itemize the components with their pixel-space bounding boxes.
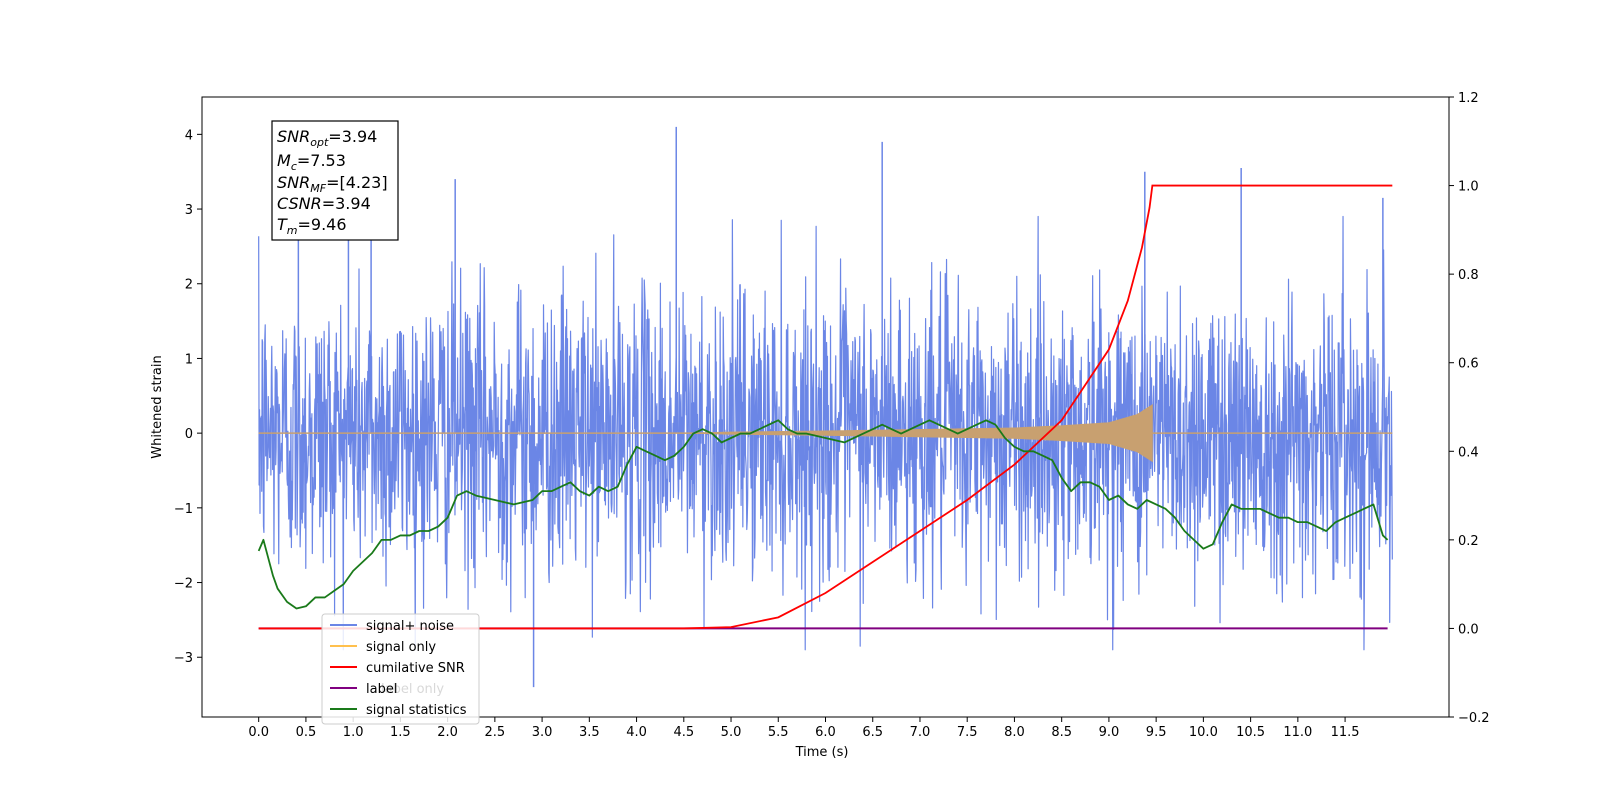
x-tick-label: 0.5 [296, 725, 317, 740]
x-tick-label: 9.5 [1146, 725, 1167, 740]
x-tick-label: 9.0 [1099, 725, 1120, 740]
stats-entry: Tm=9.46 [277, 215, 347, 237]
y2-tick-label: 1.0 [1458, 180, 1479, 195]
x-tick-label: 10.5 [1236, 725, 1265, 740]
x-tick-label: 6.0 [815, 725, 836, 740]
y-tick-label: 4 [185, 128, 193, 143]
x-tick-label: 1.0 [343, 725, 364, 740]
y-axis-right: −0.2 0.0 0.2 0.4 0.6 0.8 1.0 1.2 [1449, 91, 1490, 726]
x-tick-label: 7.5 [957, 725, 978, 740]
stats-entry: CSNR=3.94 [277, 194, 371, 213]
x-tick-label: 7.0 [910, 725, 931, 740]
legend-label: signal statistics [366, 703, 467, 718]
legend-label: label [366, 682, 397, 697]
x-tick-label: 2.5 [485, 725, 506, 740]
stats-entry: SNRMF=[4.23] [277, 173, 388, 195]
x-tick-label: 3.5 [579, 725, 600, 740]
y2-tick-label: 0.4 [1458, 445, 1479, 460]
legend-label: signal+ noise [366, 619, 454, 634]
y-tick-label: −1 [174, 502, 193, 517]
signal-noise-line [258, 215, 1393, 651]
y-tick-label: −3 [174, 651, 193, 666]
x-tick-label: 0.0 [248, 725, 269, 740]
y2-tick-label: −0.2 [1458, 711, 1490, 726]
legend: label only signal+ noise signal only cumila… [321, 613, 480, 725]
x-tick-label: 3.0 [532, 725, 553, 740]
x-tick-label: 1.5 [390, 725, 411, 740]
y-tick-label: 2 [185, 278, 193, 293]
legend-hidden-text: label only [381, 682, 444, 697]
stats-entry: Mc=7.53 [277, 151, 346, 173]
y2-tick-label: 0.2 [1458, 534, 1479, 549]
series-layer [257, 126, 1393, 688]
x-axis-label: Time (s) [795, 745, 849, 760]
y-tick-label: −2 [174, 577, 193, 592]
y-axis-left: −3 −2 −1 0 1 2 3 4 [174, 128, 202, 666]
x-tick-label: 6.5 [862, 725, 883, 740]
x-tick-label: 10.0 [1189, 725, 1218, 740]
x-tick-label: 5.0 [721, 725, 742, 740]
x-tick-label: 11.0 [1283, 725, 1312, 740]
signal-statistics-line [257, 419, 1389, 610]
x-tick-label: 8.5 [1051, 725, 1072, 740]
y-tick-label: 1 [185, 352, 193, 367]
y-tick-label: 0 [185, 427, 193, 442]
stats-entry: SNRopt=3.94 [277, 127, 377, 149]
legend-label: signal only [366, 640, 436, 655]
y2-tick-label: 1.2 [1458, 91, 1479, 106]
x-tick-label: 11.5 [1331, 725, 1360, 740]
cumulative-snr-line [258, 184, 1393, 630]
x-tick-label: 4.5 [673, 725, 694, 740]
y2-tick-label: 0.8 [1458, 268, 1479, 283]
stats-box-frame [271, 120, 399, 241]
x-tick-label: 8.0 [1004, 725, 1025, 740]
legend-frame [321, 613, 480, 725]
y2-tick-label: 0.6 [1458, 357, 1479, 372]
legend-label: cumilative SNR [366, 661, 465, 676]
y2-tick-label: 0.0 [1458, 622, 1479, 637]
y-tick-label: 3 [185, 203, 193, 218]
x-axis: 0.0 0.5 1.0 1.5 2.0 2.5 3.0 3.5 4.0 4.5 5.0 5.5 6.0 6… [248, 717, 1360, 740]
x-tick-label: 5.5 [768, 725, 789, 740]
y-axis-label: Whitened strain [150, 355, 165, 458]
x-tick-label: 2.0 [437, 725, 458, 740]
x-tick-label: 4.0 [626, 725, 647, 740]
